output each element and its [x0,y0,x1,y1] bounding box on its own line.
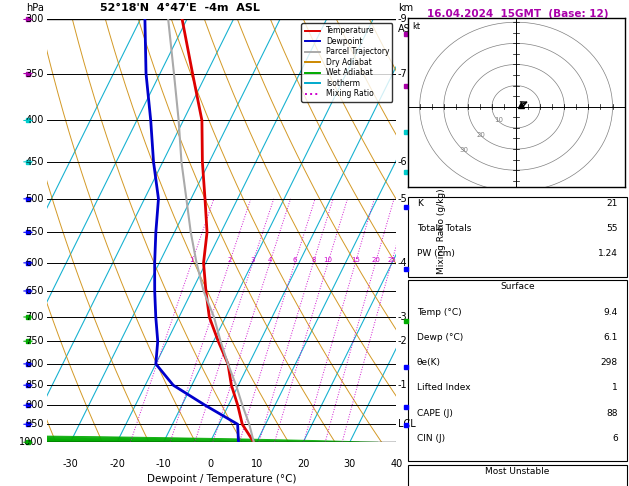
Text: 55: 55 [606,224,618,233]
Text: θe(K): θe(K) [417,358,441,367]
Text: -2: -2 [398,336,408,346]
Text: PW (cm): PW (cm) [417,249,455,259]
Text: 400: 400 [25,116,43,125]
Text: 16.04.2024  15GMT  (Base: 12): 16.04.2024 15GMT (Base: 12) [426,9,608,19]
Text: 500: 500 [25,194,43,204]
Text: kt: kt [413,22,421,31]
Text: 450: 450 [25,157,43,167]
Text: CAPE (J): CAPE (J) [417,409,453,418]
Text: -7: -7 [398,69,408,79]
Text: 6.1: 6.1 [603,333,618,342]
Text: -5: -5 [398,194,408,204]
Text: Totals Totals: Totals Totals [417,224,471,233]
Text: 15: 15 [351,257,360,263]
Text: 6: 6 [612,434,618,443]
Text: 20: 20 [477,132,486,138]
Text: 1000: 1000 [19,437,43,447]
Text: 850: 850 [25,380,43,390]
Text: -10: -10 [155,459,172,469]
Text: 52°18'N  4°47'E  -4m  ASL: 52°18'N 4°47'E -4m ASL [100,3,260,13]
Text: 4: 4 [267,257,272,263]
Text: 300: 300 [25,15,43,24]
Text: 10: 10 [494,117,503,123]
Text: Dewp (°C): Dewp (°C) [417,333,463,342]
Text: 30: 30 [343,459,356,469]
Text: -30: -30 [62,459,79,469]
Text: 700: 700 [25,312,43,322]
Text: -20: -20 [109,459,125,469]
Text: -6: -6 [398,157,408,167]
Text: 20: 20 [371,257,380,263]
Text: 3: 3 [250,257,255,263]
Text: 10: 10 [323,257,332,263]
Text: km: km [398,3,413,13]
Text: 2: 2 [227,257,231,263]
Text: 650: 650 [25,286,43,296]
Text: Temp (°C): Temp (°C) [417,308,462,317]
Text: 9.4: 9.4 [604,308,618,317]
Text: 21: 21 [606,199,618,208]
Text: ASL: ASL [398,24,416,34]
Text: 600: 600 [25,258,43,268]
Text: -3: -3 [398,312,408,322]
Text: 88: 88 [606,409,618,418]
Text: -4: -4 [398,258,408,268]
Text: 40: 40 [390,459,403,469]
Text: 30: 30 [460,147,469,154]
Text: hPa: hPa [26,3,43,13]
Text: CIN (J): CIN (J) [417,434,445,443]
Text: 1: 1 [189,257,194,263]
Text: K: K [417,199,423,208]
Text: LCL: LCL [398,419,416,429]
Text: -9: -9 [398,15,408,24]
Text: 20: 20 [297,459,309,469]
Text: 900: 900 [25,400,43,410]
Text: 10: 10 [250,459,263,469]
Text: Mixing Ratio (g/kg): Mixing Ratio (g/kg) [437,188,446,274]
Text: 8: 8 [311,257,316,263]
Text: 350: 350 [25,69,43,79]
Text: Surface: Surface [500,282,535,292]
Legend: Temperature, Dewpoint, Parcel Trajectory, Dry Adiabat, Wet Adiabat, Isotherm, Mi: Temperature, Dewpoint, Parcel Trajectory… [301,23,392,102]
Text: 550: 550 [25,227,43,237]
Text: 950: 950 [25,419,43,429]
Text: 750: 750 [25,336,43,346]
Text: Dewpoint / Temperature (°C): Dewpoint / Temperature (°C) [147,474,296,484]
Text: -1: -1 [398,380,408,390]
Text: 25: 25 [387,257,396,263]
Text: 0: 0 [207,459,213,469]
Text: Lifted Index: Lifted Index [417,383,470,393]
Text: 1.24: 1.24 [598,249,618,259]
Text: 6: 6 [292,257,297,263]
Text: 1: 1 [612,383,618,393]
Text: 298: 298 [601,358,618,367]
Text: Most Unstable: Most Unstable [485,467,550,476]
Text: 800: 800 [25,359,43,369]
